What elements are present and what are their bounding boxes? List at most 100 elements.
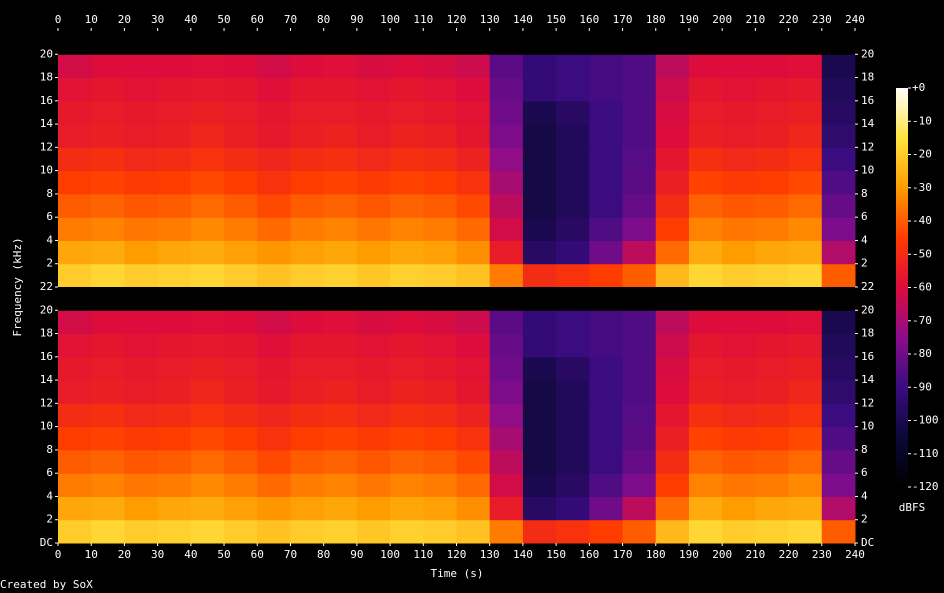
spectrogram-cell bbox=[688, 263, 723, 288]
spectrogram-cell bbox=[788, 449, 823, 474]
spectrogram-cell bbox=[821, 287, 856, 311]
spectrogram-cell bbox=[58, 496, 92, 521]
spectrogram-cell bbox=[622, 77, 657, 102]
spectrogram-cell bbox=[124, 170, 159, 195]
x-tick-label: 190 bbox=[679, 13, 699, 26]
spectrogram-cell bbox=[356, 77, 391, 102]
spectrogram-cell bbox=[755, 100, 790, 125]
spectrogram-cell bbox=[755, 310, 790, 335]
x-tick-label: 220 bbox=[779, 548, 799, 561]
spectrogram-cell bbox=[390, 519, 424, 544]
spectrogram-cell bbox=[622, 170, 657, 195]
spectrogram-cell bbox=[91, 473, 125, 497]
spectrogram-cell bbox=[390, 263, 424, 288]
colorbar-tick-label: -110 bbox=[912, 447, 939, 460]
spectrogram-cell bbox=[58, 193, 92, 218]
spectrogram-cell bbox=[456, 333, 491, 358]
spectrogram-cell bbox=[323, 426, 358, 451]
spectrogram-cell bbox=[58, 310, 92, 335]
spectrogram-cell bbox=[589, 31, 624, 55]
spectrogram-cell bbox=[157, 356, 192, 381]
spectrogram-cell bbox=[489, 496, 524, 521]
spectrogram-cell bbox=[522, 263, 557, 288]
y-tick-label: 6 bbox=[861, 466, 868, 479]
spectrogram-cell bbox=[589, 170, 624, 195]
spectrogram-cell bbox=[456, 217, 491, 241]
spectrogram-cell bbox=[722, 473, 756, 497]
spectrogram-cell bbox=[356, 54, 391, 79]
spectrogram-cell bbox=[257, 217, 291, 241]
spectrogram-cell bbox=[157, 100, 192, 125]
spectrogram-cell bbox=[423, 100, 457, 125]
spectrogram-cell bbox=[91, 147, 125, 172]
spectrogram-cell bbox=[556, 496, 590, 521]
spectrogram-cell bbox=[58, 77, 92, 102]
spectrogram-cell bbox=[556, 54, 590, 79]
spectrogram-cell bbox=[157, 380, 192, 404]
spectrogram-cell bbox=[190, 31, 225, 55]
spectrogram-cell bbox=[688, 77, 723, 102]
spectrogram-cell bbox=[556, 333, 590, 358]
spectrogram-cell bbox=[58, 519, 92, 544]
spectrogram-cell bbox=[556, 426, 590, 451]
y-tick-label: 4 bbox=[861, 489, 868, 502]
spectrogram-cell bbox=[157, 170, 192, 195]
spectrogram-cell bbox=[290, 193, 325, 218]
y-tick-label: 2 bbox=[46, 257, 53, 270]
spectrogram-cell bbox=[589, 333, 624, 358]
x-tick-label: 230 bbox=[812, 548, 832, 561]
spectrogram-cell bbox=[91, 310, 125, 335]
spectrogram-cell bbox=[722, 310, 756, 335]
spectrogram-cell bbox=[821, 54, 856, 79]
spectrogram-cell bbox=[489, 217, 524, 241]
spectrogram-cell bbox=[190, 356, 225, 381]
spectrogram-cell bbox=[622, 217, 657, 241]
x-tick-label: 200 bbox=[712, 13, 732, 26]
spectrogram-cell bbox=[456, 31, 491, 55]
spectrogram-cell bbox=[589, 473, 624, 497]
spectrogram-cell bbox=[157, 263, 192, 288]
spectrogram-cell bbox=[622, 473, 657, 497]
spectrogram-cell bbox=[722, 124, 756, 148]
spectrogram-cell bbox=[91, 193, 125, 218]
spectrogram-cell bbox=[423, 356, 457, 381]
spectrogram-cell bbox=[91, 449, 125, 474]
y-tick-label: 6 bbox=[46, 466, 53, 479]
spectrogram-cell bbox=[124, 193, 159, 218]
spectrogram-cell bbox=[556, 287, 590, 311]
spectrogram-cell bbox=[157, 193, 192, 218]
spectrogram-cell bbox=[390, 449, 424, 474]
spectrogram-cell bbox=[124, 100, 159, 125]
spectrogram-cell bbox=[821, 449, 856, 474]
x-tick-label: 170 bbox=[613, 13, 633, 26]
spectrogram-cell bbox=[556, 217, 590, 241]
spectrogram-cell bbox=[522, 54, 557, 79]
spectrogram-cell bbox=[688, 240, 723, 265]
spectrogram-cell bbox=[456, 426, 491, 451]
spectrogram-cell bbox=[821, 170, 856, 195]
spectrogram-cell bbox=[257, 31, 291, 55]
y-tick-label: 20 bbox=[40, 47, 53, 60]
x-tick-label: 120 bbox=[447, 13, 467, 26]
spectrogram-cell bbox=[58, 100, 92, 125]
spectrogram-cell bbox=[722, 496, 756, 521]
spectrogram-cell bbox=[556, 310, 590, 335]
spectrogram-cell bbox=[755, 426, 790, 451]
spectrogram-cell bbox=[556, 193, 590, 218]
spectrogram-cell bbox=[821, 473, 856, 497]
spectrogram-cell bbox=[390, 310, 424, 335]
spectrogram-cell bbox=[589, 193, 624, 218]
spectrogram-cell bbox=[423, 77, 457, 102]
spectrogram-cell bbox=[755, 449, 790, 474]
spectrogram-cell bbox=[622, 380, 657, 404]
spectrogram-cell bbox=[323, 473, 358, 497]
spectrogram-cell bbox=[655, 100, 690, 125]
spectrogram-cell bbox=[257, 147, 291, 172]
spectrogram-cell bbox=[688, 333, 723, 358]
spectrogram-cell bbox=[788, 310, 823, 335]
x-tick-label: 210 bbox=[745, 548, 765, 561]
x-tick-label: 40 bbox=[184, 13, 197, 26]
spectrogram-cell bbox=[688, 310, 723, 335]
spectrogram-cell bbox=[622, 240, 657, 265]
spectrogram-cell bbox=[157, 403, 192, 428]
